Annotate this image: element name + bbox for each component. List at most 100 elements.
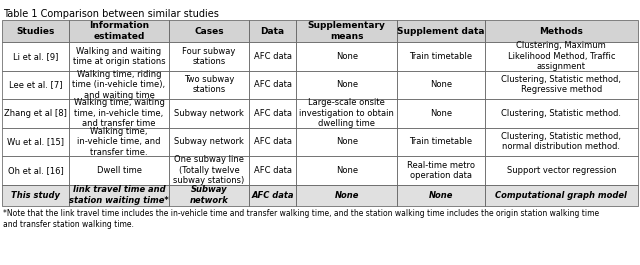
- Text: AFC data: AFC data: [253, 52, 292, 61]
- Text: Methods: Methods: [540, 26, 583, 36]
- Text: Large-scale onsite
investigation to obtain
dwelling time: Large-scale onsite investigation to obta…: [300, 98, 394, 128]
- Bar: [484, 20, 638, 42]
- Bar: [2, 42, 68, 70]
- Text: Walking time,
in-vehicle time, and
transfer time.: Walking time, in-vehicle time, and trans…: [77, 127, 161, 157]
- Bar: [397, 70, 484, 99]
- Text: Wu et al. [15]: Wu et al. [15]: [7, 137, 64, 146]
- Text: Oh et al. [16]: Oh et al. [16]: [8, 166, 63, 175]
- Text: None: None: [335, 166, 358, 175]
- Text: Computational graph model: Computational graph model: [495, 191, 627, 200]
- Text: Li et al. [9]: Li et al. [9]: [13, 52, 58, 61]
- Text: None: None: [335, 191, 359, 200]
- Text: *Note that the link travel time includes the in-vehicle time and transfer walkin: *Note that the link travel time includes…: [3, 209, 599, 229]
- Text: Real-time metro
operation data: Real-time metro operation data: [407, 161, 475, 180]
- Text: Supplementary
means: Supplementary means: [308, 21, 386, 41]
- Bar: [169, 156, 249, 184]
- Text: Walking time, riding
time (in-vehicle time),
and waiting time: Walking time, riding time (in-vehicle ti…: [72, 70, 166, 100]
- Bar: [397, 20, 484, 42]
- Text: None: None: [430, 109, 452, 118]
- Bar: [169, 184, 249, 205]
- Bar: [169, 127, 249, 156]
- Bar: [249, 99, 296, 127]
- Text: Train timetable: Train timetable: [409, 52, 472, 61]
- Bar: [484, 70, 638, 99]
- Text: Walking and waiting
time at origin stations: Walking and waiting time at origin stati…: [73, 47, 165, 66]
- Text: None: None: [335, 80, 358, 89]
- Bar: [397, 99, 484, 127]
- Text: Cases: Cases: [194, 26, 224, 36]
- Text: Subway network: Subway network: [174, 137, 244, 146]
- Text: Clustering, Statistic method,
normal distribution method.: Clustering, Statistic method, normal dis…: [501, 132, 621, 152]
- Text: Zhang et al [8]: Zhang et al [8]: [4, 109, 67, 118]
- Text: Lee et al. [7]: Lee et al. [7]: [9, 80, 62, 89]
- Text: Clustering, Statistic method.: Clustering, Statistic method.: [501, 109, 621, 118]
- Text: Two subway
stations: Two subway stations: [184, 75, 234, 94]
- Bar: [296, 42, 397, 70]
- Text: AFC data: AFC data: [253, 166, 292, 175]
- Bar: [249, 20, 296, 42]
- Bar: [249, 42, 296, 70]
- Text: Train timetable: Train timetable: [409, 137, 472, 146]
- Text: Table 1 Comparison between similar studies: Table 1 Comparison between similar studi…: [3, 9, 219, 19]
- Text: AFC data: AFC data: [253, 109, 292, 118]
- Text: Studies: Studies: [16, 26, 54, 36]
- Text: AFC data: AFC data: [253, 80, 292, 89]
- Bar: [249, 184, 296, 205]
- Bar: [296, 70, 397, 99]
- Bar: [169, 70, 249, 99]
- Text: Support vector regression: Support vector regression: [507, 166, 616, 175]
- Bar: [296, 20, 397, 42]
- Bar: [68, 156, 169, 184]
- Text: AFC data: AFC data: [253, 137, 292, 146]
- Bar: [296, 156, 397, 184]
- Bar: [169, 99, 249, 127]
- Bar: [484, 42, 638, 70]
- Bar: [2, 127, 68, 156]
- Bar: [68, 184, 169, 205]
- Text: None: None: [430, 80, 452, 89]
- Text: None: None: [335, 52, 358, 61]
- Text: Data: Data: [260, 26, 285, 36]
- Text: link travel time and
station waiting time*: link travel time and station waiting tim…: [69, 185, 169, 205]
- Bar: [68, 99, 169, 127]
- Text: Four subway
stations: Four subway stations: [182, 47, 236, 66]
- Bar: [397, 127, 484, 156]
- Text: Information
estimated: Information estimated: [89, 21, 149, 41]
- Text: Clustering, Statistic method,
Regressive method: Clustering, Statistic method, Regressive…: [501, 75, 621, 94]
- Bar: [169, 42, 249, 70]
- Text: Subway network: Subway network: [174, 109, 244, 118]
- Bar: [397, 184, 484, 205]
- Bar: [68, 127, 169, 156]
- Text: This study: This study: [11, 191, 60, 200]
- Bar: [2, 20, 68, 42]
- Text: AFC data: AFC data: [252, 191, 294, 200]
- Bar: [484, 127, 638, 156]
- Bar: [484, 99, 638, 127]
- Bar: [397, 156, 484, 184]
- Bar: [296, 99, 397, 127]
- Bar: [249, 127, 296, 156]
- Text: None: None: [429, 191, 453, 200]
- Bar: [2, 99, 68, 127]
- Bar: [249, 70, 296, 99]
- Bar: [296, 184, 397, 205]
- Bar: [397, 42, 484, 70]
- Bar: [249, 156, 296, 184]
- Text: Supplement data: Supplement data: [397, 26, 484, 36]
- Text: Walking time, waiting
time, in-vehicle time,
and transfer time: Walking time, waiting time, in-vehicle t…: [74, 98, 164, 128]
- Bar: [296, 127, 397, 156]
- Text: Dwell time: Dwell time: [97, 166, 141, 175]
- Text: Clustering, Maximum
Likelihood Method, Traffic
assignment: Clustering, Maximum Likelihood Method, T…: [508, 41, 615, 71]
- Bar: [484, 184, 638, 205]
- Bar: [2, 70, 68, 99]
- Bar: [68, 20, 169, 42]
- Bar: [2, 184, 68, 205]
- Text: None: None: [335, 137, 358, 146]
- Text: Subway
network: Subway network: [189, 185, 228, 205]
- Bar: [2, 156, 68, 184]
- Text: One subway line
(Totally twelve
subway stations): One subway line (Totally twelve subway s…: [173, 155, 244, 185]
- Bar: [484, 156, 638, 184]
- Bar: [68, 42, 169, 70]
- Bar: [169, 20, 249, 42]
- Bar: [68, 70, 169, 99]
